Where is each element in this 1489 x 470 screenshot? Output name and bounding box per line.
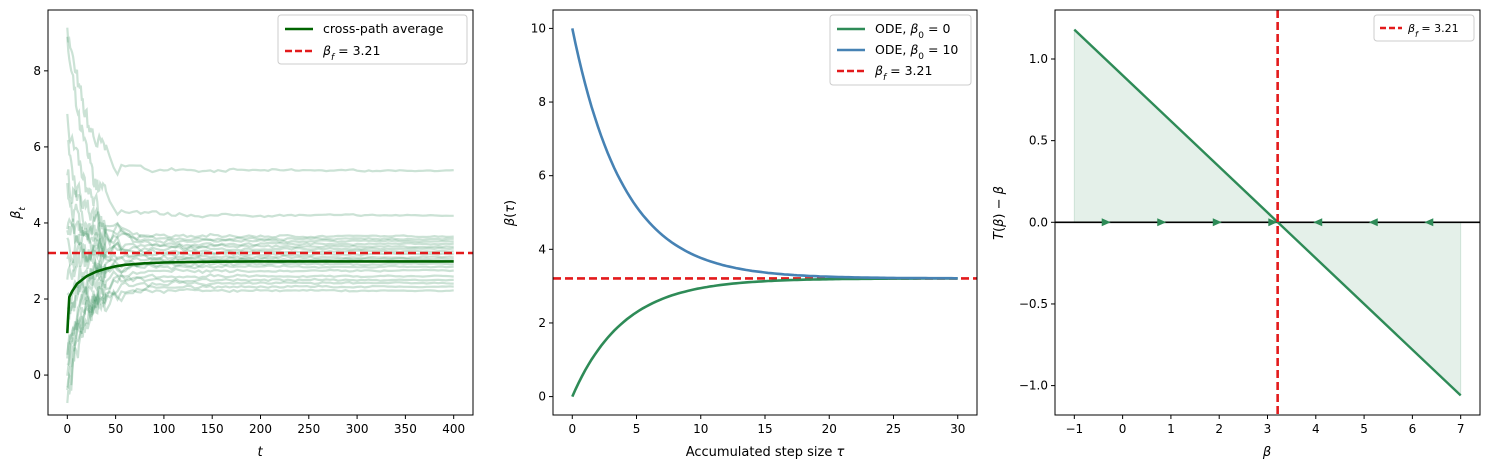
legend-label-ref3: βf = 3.21 [1407, 22, 1459, 39]
x-tick-label: 10 [693, 422, 708, 436]
sample-path-line [66, 169, 454, 245]
y-tick-label: 4 [538, 242, 546, 256]
sample-path-line [66, 218, 454, 261]
panel-1: 0 50 100 150 200 250 300 350 400 0 2 4 6 8 t βt cross… [9, 9, 474, 460]
ode-line-beta0-0 [571, 277, 958, 398]
sample-path-line [66, 255, 454, 355]
legend-label-ref: βf = 3.21 [322, 43, 380, 63]
arrow-left-marker [1313, 218, 1323, 227]
y-tick-label: 0.0 [1029, 215, 1048, 229]
x-tick-label: 15 [757, 422, 772, 436]
arrow-left-marker [1424, 218, 1434, 227]
y-tick-label: 10 [531, 21, 546, 35]
x-tick-label: 5 [1360, 422, 1368, 436]
panel-2-xlabel: Accumulated step size τ [686, 445, 845, 460]
sample-path-line [66, 27, 454, 177]
x-tick-label: 1 [1167, 422, 1175, 436]
y-tick-label: 1.0 [1029, 52, 1048, 66]
y-tick-label: 8 [33, 64, 41, 78]
panel-2-legend: ODE, β0 = 0 ODE, β0 = 10 βf = 3.21 [829, 14, 972, 86]
x-tick-label: 300 [346, 422, 369, 436]
x-tick-label: 50 [108, 422, 123, 436]
panel-3-xlabel: β [1262, 445, 1271, 460]
x-tick-label: 150 [201, 422, 224, 436]
average-line [66, 260, 454, 334]
sample-path-line [66, 260, 454, 334]
sample-path-line [66, 183, 454, 250]
residual-line [1073, 28, 1462, 397]
y-tick-label: −0.5 [1019, 297, 1048, 311]
panel-2-plot-area [553, 28, 977, 398]
y-tick-label: 0 [538, 390, 546, 404]
sample-path-line [66, 36, 454, 219]
y-tick-label: 8 [538, 95, 546, 109]
y-tick-label: 0 [33, 368, 41, 382]
sample-path-line [66, 237, 454, 273]
x-tick-label: 25 [886, 422, 901, 436]
x-tick-label: 7 [1457, 422, 1465, 436]
panel-2: 0 5 10 15 20 25 30 0 2 4 6 8 10 Accumulated step siz… [503, 9, 978, 460]
panel-3-legend: βf = 3.21 [1373, 14, 1475, 42]
sample-path-line [66, 241, 454, 280]
legend-label-ref2: βf = 3.21 [874, 63, 932, 83]
panel-1-ylabel: βt [9, 207, 28, 220]
panel-3: −1 0 1 2 3 4 5 6 7 −1.0 −0.5 0.0 0.5 1.0 β T(β) − β β… [992, 9, 1481, 460]
x-tick-label: 100 [152, 422, 175, 436]
y-tick-label: 4 [33, 216, 41, 230]
ode-line-beta0-10 [571, 28, 958, 280]
y-tick-label: 2 [33, 292, 41, 306]
sample-path-line [66, 139, 454, 246]
panel-1-plot-area [48, 27, 473, 404]
x-tick-label: 2 [1215, 422, 1223, 436]
panel-2-ylabel: β(τ) [503, 200, 518, 227]
panel-1-ticks: 0 50 100 150 200 250 300 350 400 0 2 4 6 8 [33, 64, 465, 436]
arrow-right-marker [1212, 218, 1222, 227]
panel-3-ticks: −1 0 1 2 3 4 5 6 7 −1.0 −0.5 0.0 0.5 1.0 [1019, 52, 1465, 436]
sample-path-line [66, 216, 454, 258]
sample-path-line [66, 113, 454, 239]
panel-3-plot-area [1055, 10, 1480, 415]
y-tick-label: 0.5 [1029, 134, 1048, 148]
arrow-right-marker [1157, 218, 1167, 227]
sample-path-line [66, 272, 454, 391]
legend-label-average: cross-path average [323, 21, 444, 36]
x-tick-label: 6 [1409, 422, 1417, 436]
x-tick-label: 5 [633, 422, 641, 436]
panel-1-xlabel: t [257, 445, 263, 460]
panel-3-ylabel: T(β) − β [992, 186, 1007, 240]
x-tick-label: 350 [394, 422, 417, 436]
x-tick-label: 400 [442, 422, 465, 436]
x-tick-label: 250 [297, 422, 320, 436]
x-tick-label: 20 [822, 422, 837, 436]
x-tick-label: 30 [950, 422, 965, 436]
panel-1-frame [47, 9, 474, 416]
sample-path-line [66, 267, 454, 359]
x-tick-label: 3 [1264, 422, 1272, 436]
sample-path-line [66, 273, 454, 367]
x-tick-label: 0 [63, 422, 71, 436]
x-tick-label: −1 [1065, 422, 1083, 436]
y-tick-label: −1.0 [1019, 379, 1048, 393]
sample-path-line [66, 287, 454, 376]
x-tick-label: 0 [1119, 422, 1127, 436]
arrow-right-marker [1268, 218, 1278, 227]
sample-path-line [66, 279, 454, 390]
x-tick-label: 4 [1312, 422, 1320, 436]
x-tick-label: 200 [249, 422, 272, 436]
sample-path-line [66, 284, 454, 404]
arrow-right-marker [1101, 218, 1111, 227]
x-tick-label: 0 [568, 422, 576, 436]
panel-2-ticks: 0 5 10 15 20 25 30 0 2 4 6 8 10 [531, 21, 966, 436]
y-tick-label: 6 [33, 140, 41, 154]
y-tick-label: 6 [538, 169, 546, 183]
panel-1-legend: cross-path average βf = 3.21 [277, 14, 468, 65]
arrow-left-marker [1368, 218, 1378, 227]
y-tick-label: 2 [538, 316, 546, 330]
